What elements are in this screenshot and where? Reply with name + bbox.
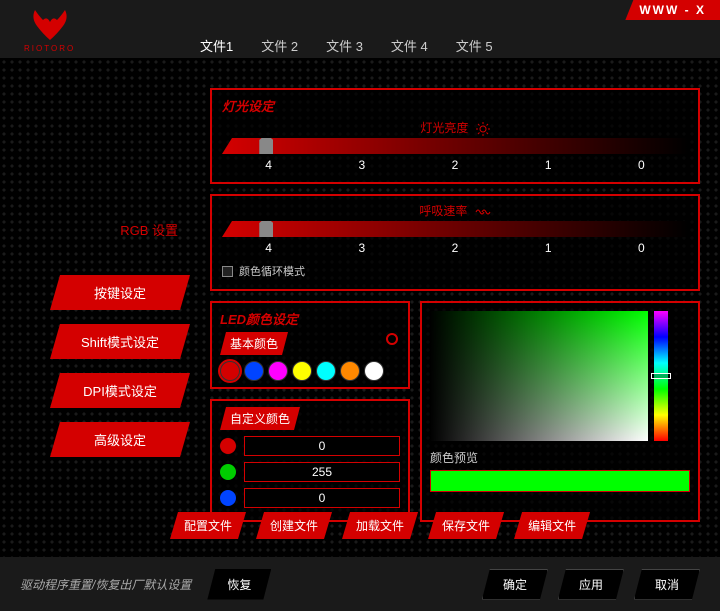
breathe-label: 呼吸速率 bbox=[222, 202, 688, 219]
reset-button[interactable]: 恢复 bbox=[207, 569, 271, 600]
swatch-orange[interactable] bbox=[340, 361, 360, 381]
sidebar-item-shift[interactable]: Shift模式设定 bbox=[50, 324, 190, 359]
file-buttons-row: 配置文件 创建文件 加载文件 保存文件 编辑文件 bbox=[170, 512, 590, 539]
btn-save[interactable]: 保存文件 bbox=[428, 512, 504, 539]
color-loop-row[interactable]: 颜色循环模式 bbox=[222, 263, 688, 279]
swatch-cyan[interactable] bbox=[316, 361, 336, 381]
rgb-b-row: 0 bbox=[220, 488, 400, 508]
hue-thumb[interactable] bbox=[651, 373, 671, 379]
brightness-label: 灯光亮度 bbox=[222, 119, 688, 136]
light-settings-panel: 灯光设定 灯光亮度 4 3 2 1 0 bbox=[210, 88, 700, 184]
bull-icon bbox=[29, 8, 71, 42]
light-panel-title: 灯光设定 bbox=[222, 96, 688, 115]
swatch-red[interactable] bbox=[220, 361, 240, 381]
breathe-slider[interactable] bbox=[222, 221, 688, 237]
rgb-r-row: 0 bbox=[220, 436, 400, 456]
color-loop-label: 颜色循环模式 bbox=[239, 263, 305, 279]
color-loop-checkbox[interactable] bbox=[222, 266, 233, 277]
sidebar-item-dpi[interactable]: DPI模式设定 bbox=[50, 373, 190, 408]
bottom-bar: 驱动程序重置/恢复出厂默认设置 恢复 确定 应用 取消 bbox=[0, 557, 720, 611]
sidebar: RGB 设置 按键设定 Shift模式设定 DPI模式设定 高级设定 bbox=[50, 220, 190, 471]
swatch-magenta[interactable] bbox=[268, 361, 288, 381]
preview-label: 颜色预览 bbox=[430, 449, 690, 466]
color-picker-panel: 颜色预览 bbox=[420, 301, 700, 522]
brand-logo: RIOTORO bbox=[24, 8, 75, 53]
basic-color-header: 基本颜色 bbox=[220, 332, 288, 355]
led-mode-radio[interactable] bbox=[386, 333, 398, 345]
title-bar: WWW - X RIOTORO 文件1 文件 2 文件 3 文件 4 文件 5 bbox=[0, 0, 720, 58]
b-input[interactable]: 0 bbox=[244, 488, 400, 508]
ok-button[interactable]: 确定 bbox=[482, 569, 548, 600]
swatch-blue[interactable] bbox=[244, 361, 264, 381]
btn-load[interactable]: 加载文件 bbox=[342, 512, 418, 539]
rgb-g-row: 255 bbox=[220, 462, 400, 482]
reset-label: 驱动程序重置/恢复出厂默认设置 bbox=[20, 576, 191, 593]
main-content: 灯光设定 灯光亮度 4 3 2 1 0 呼吸速率 4 3 2 1 0 bbox=[210, 88, 700, 522]
btn-profile[interactable]: 配置文件 bbox=[170, 512, 246, 539]
swatch-white[interactable] bbox=[364, 361, 384, 381]
r-dot-icon bbox=[220, 438, 236, 454]
breathe-scale: 4 3 2 1 0 bbox=[222, 241, 688, 255]
hue-slider[interactable] bbox=[654, 311, 668, 441]
color-gradient[interactable] bbox=[430, 311, 648, 441]
breathe-thumb[interactable] bbox=[259, 217, 273, 237]
r-input[interactable]: 0 bbox=[244, 436, 400, 456]
sidebar-item-keys[interactable]: 按键设定 bbox=[50, 275, 190, 310]
brightness-scale: 4 3 2 1 0 bbox=[222, 158, 688, 172]
b-dot-icon bbox=[220, 490, 236, 506]
btn-edit[interactable]: 编辑文件 bbox=[514, 512, 590, 539]
led-panel-title: LED颜色设定 bbox=[220, 309, 400, 328]
brand-text: RIOTORO bbox=[24, 44, 75, 53]
custom-color-header: 自定义颜色 bbox=[220, 407, 300, 430]
sidebar-item-advanced[interactable]: 高级设定 bbox=[50, 422, 190, 457]
apply-button[interactable]: 应用 bbox=[558, 569, 624, 600]
brightness-thumb[interactable] bbox=[259, 134, 273, 154]
window-controls[interactable]: WWW - X bbox=[625, 0, 720, 20]
breathe-panel: 呼吸速率 4 3 2 1 0 颜色循环模式 bbox=[210, 194, 700, 291]
sidebar-title: RGB 设置 bbox=[50, 220, 190, 239]
g-dot-icon bbox=[220, 464, 236, 480]
color-preview bbox=[430, 470, 690, 492]
g-input[interactable]: 255 bbox=[244, 462, 400, 482]
led-color-panel: LED颜色设定 基本颜色 bbox=[210, 301, 410, 389]
swatch-yellow[interactable] bbox=[292, 361, 312, 381]
brightness-slider[interactable] bbox=[222, 138, 688, 154]
custom-color-panel: 自定义颜色 0 255 0 bbox=[210, 399, 410, 522]
wave-icon bbox=[475, 206, 491, 218]
sun-icon bbox=[476, 122, 490, 136]
btn-create[interactable]: 创建文件 bbox=[256, 512, 332, 539]
basic-swatches bbox=[220, 361, 400, 381]
cancel-button[interactable]: 取消 bbox=[634, 569, 700, 600]
